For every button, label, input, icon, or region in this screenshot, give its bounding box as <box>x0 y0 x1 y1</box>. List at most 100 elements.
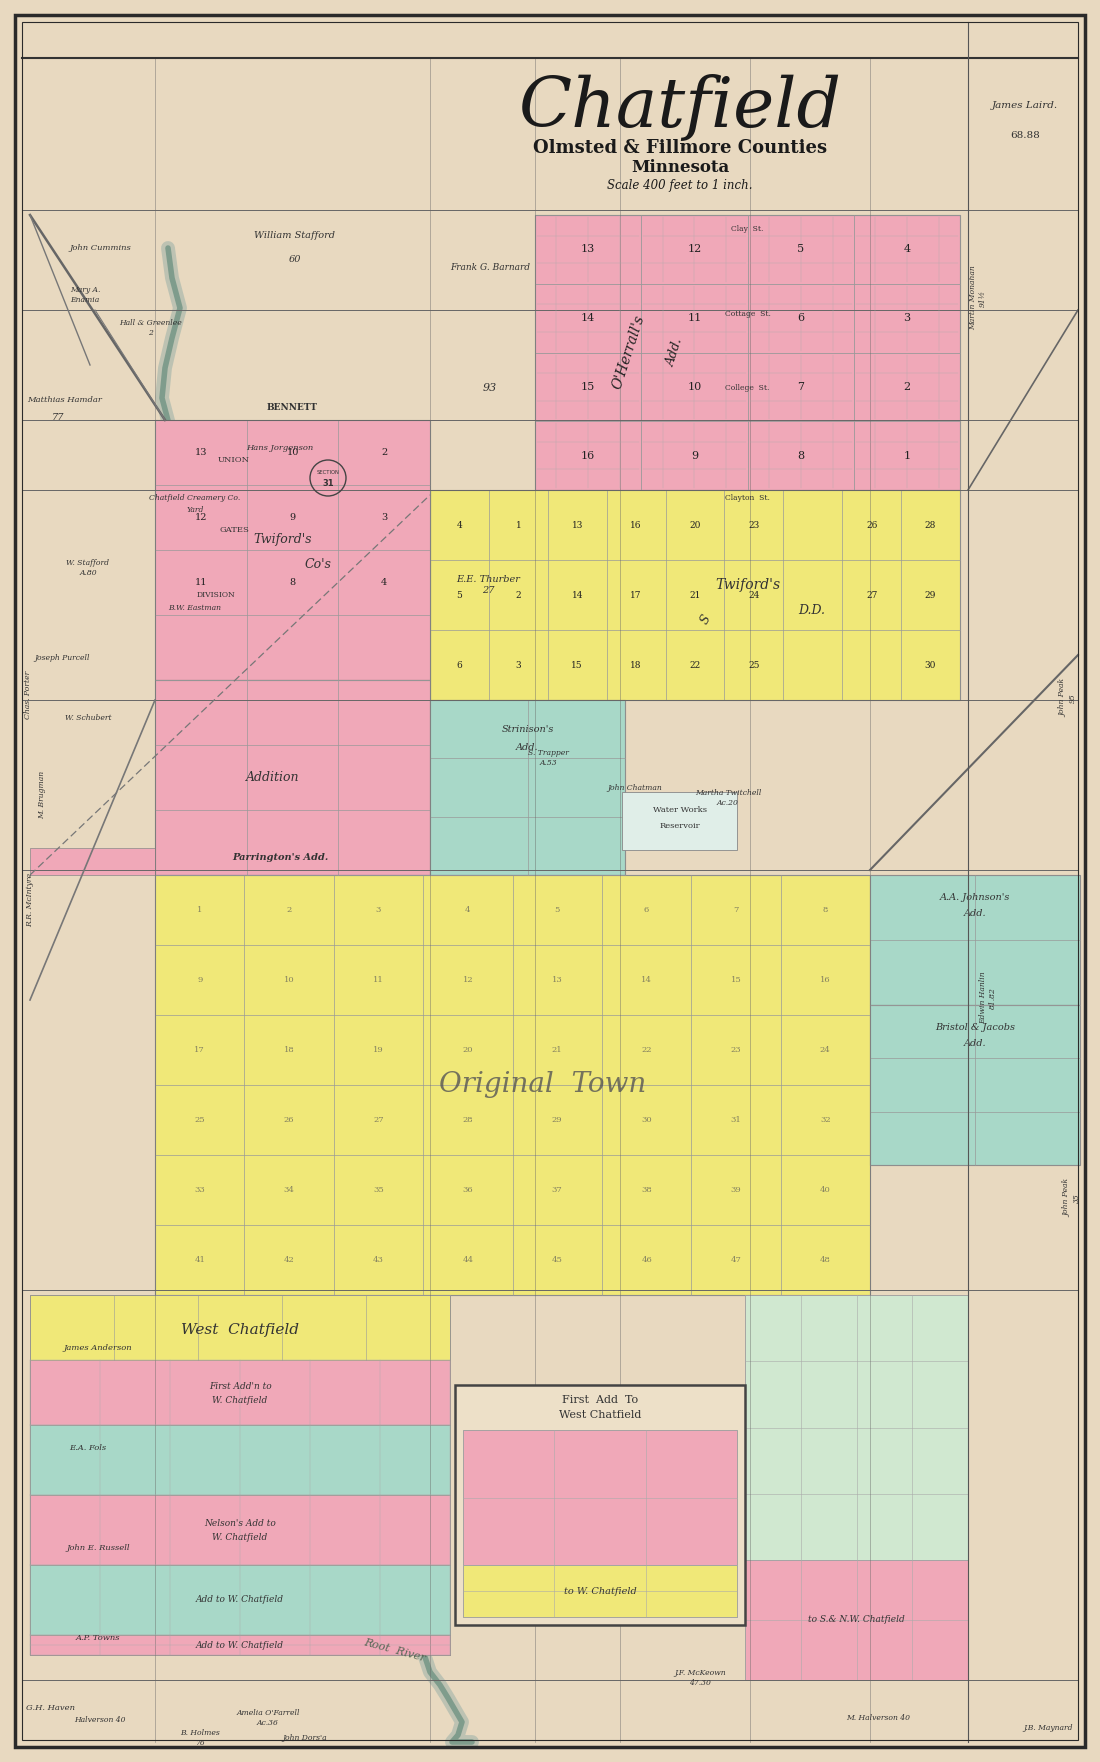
Text: 25: 25 <box>195 1115 205 1124</box>
Text: 93: 93 <box>483 382 497 393</box>
Text: 20: 20 <box>690 520 701 530</box>
Text: First Add'n to: First Add'n to <box>209 1381 272 1390</box>
Text: 18: 18 <box>630 661 642 670</box>
Text: 3: 3 <box>516 661 521 670</box>
Text: Mary A.
Enamia: Mary A. Enamia <box>69 287 100 303</box>
Text: 3: 3 <box>376 906 381 914</box>
Text: 77: 77 <box>52 414 64 423</box>
Text: Reservoir: Reservoir <box>660 823 701 830</box>
Text: William Stafford: William Stafford <box>254 231 336 240</box>
Text: M. Brugman: M. Brugman <box>39 772 46 819</box>
Text: W. Chatfield: W. Chatfield <box>212 1533 267 1542</box>
Text: James Anderson: James Anderson <box>64 1344 132 1351</box>
Text: 7: 7 <box>734 906 738 914</box>
Text: 13: 13 <box>552 976 562 983</box>
Text: 16: 16 <box>630 520 642 530</box>
Bar <box>463 1431 737 1565</box>
Bar <box>155 876 870 1295</box>
Bar <box>463 1565 737 1618</box>
Text: 29: 29 <box>925 590 936 599</box>
Text: Olmsted & Fillmore Counties: Olmsted & Fillmore Counties <box>532 139 827 157</box>
Text: to S.& N.W. Chatfield: to S.& N.W. Chatfield <box>808 1616 905 1625</box>
Text: E.E. Thurber
27: E.E. Thurber 27 <box>456 576 520 596</box>
Text: 39: 39 <box>730 1186 741 1195</box>
Text: 15: 15 <box>730 976 741 983</box>
Text: Halverson 40: Halverson 40 <box>75 1716 125 1723</box>
Text: 20: 20 <box>463 1047 473 1054</box>
Text: Parrington's Add.: Parrington's Add. <box>232 853 328 863</box>
Text: 2: 2 <box>903 382 911 391</box>
Text: Chatfield Creamery Co.: Chatfield Creamery Co. <box>150 493 241 502</box>
Text: Add.: Add. <box>964 1038 987 1047</box>
Bar <box>30 1295 450 1655</box>
Text: First  Add  To: First Add To <box>562 1396 638 1404</box>
Text: 28: 28 <box>925 520 936 530</box>
Text: W. Stafford
A.80: W. Stafford A.80 <box>66 559 110 576</box>
Text: John E. Russell: John E. Russell <box>66 1544 130 1552</box>
Text: Water Works: Water Works <box>653 805 707 814</box>
Text: 14: 14 <box>581 314 595 322</box>
Text: 36: 36 <box>462 1186 473 1195</box>
Text: Add to W. Chatfield: Add to W. Chatfield <box>196 1640 284 1649</box>
Text: 32: 32 <box>820 1115 830 1124</box>
Text: 16: 16 <box>581 451 595 460</box>
Text: Original  Town: Original Town <box>439 1071 646 1098</box>
Text: O'Herrall's: O'Herrall's <box>609 314 647 391</box>
Text: 18: 18 <box>284 1047 295 1054</box>
Text: 24: 24 <box>748 590 760 599</box>
Text: 6: 6 <box>456 661 462 670</box>
Text: Clay  St.: Clay St. <box>732 226 763 233</box>
Text: Clayton  St.: Clayton St. <box>725 493 770 502</box>
Text: 12: 12 <box>688 245 702 254</box>
Text: Scale 400 feet to 1 inch.: Scale 400 feet to 1 inch. <box>607 178 752 192</box>
Text: John Chatman: John Chatman <box>607 784 662 791</box>
Text: 12: 12 <box>195 513 207 522</box>
Text: 30: 30 <box>925 661 936 670</box>
Text: 9: 9 <box>289 513 296 522</box>
Bar <box>30 1425 450 1494</box>
Text: 10: 10 <box>286 448 299 456</box>
Text: West Chatfield: West Chatfield <box>559 1410 641 1420</box>
Text: 25: 25 <box>748 661 760 670</box>
Text: 26: 26 <box>866 520 878 530</box>
Text: Co's: Co's <box>304 559 331 571</box>
Text: Add to W. Chatfield: Add to W. Chatfield <box>196 1596 284 1605</box>
Bar <box>30 848 155 876</box>
Text: B.W. Eastman: B.W. Eastman <box>168 604 221 611</box>
Text: 17: 17 <box>195 1047 205 1054</box>
Text: 47: 47 <box>730 1256 741 1263</box>
Text: 21: 21 <box>552 1047 562 1054</box>
Text: Chas. Porter: Chas. Porter <box>24 671 32 719</box>
Text: 27: 27 <box>866 590 878 599</box>
Text: 10: 10 <box>284 976 295 983</box>
Text: 6: 6 <box>798 314 804 322</box>
Text: Cottage  St.: Cottage St. <box>725 310 770 317</box>
Text: 31: 31 <box>730 1115 741 1124</box>
Text: John Peak
95: John Peak 95 <box>1059 678 1077 717</box>
Text: 1: 1 <box>197 906 202 914</box>
Text: Yard: Yard <box>186 506 204 515</box>
Bar <box>455 1385 745 1625</box>
Bar <box>30 1360 450 1425</box>
Text: Matthias Hamdar: Matthias Hamdar <box>28 396 102 403</box>
Bar <box>155 680 430 876</box>
Text: 45: 45 <box>552 1256 562 1263</box>
Text: Twiford's: Twiford's <box>253 534 311 546</box>
Text: Amelia O'Farrell
Ac.36: Amelia O'Farrell Ac.36 <box>236 1709 299 1727</box>
Text: 33: 33 <box>195 1186 205 1195</box>
Text: Add.: Add. <box>516 744 539 752</box>
Text: 46: 46 <box>641 1256 652 1263</box>
Text: M. Halverson 40: M. Halverson 40 <box>846 1714 910 1721</box>
Text: 42: 42 <box>284 1256 295 1263</box>
Text: S: S <box>697 613 714 627</box>
Text: J.F. McKeown
47.30: J.F. McKeown 47.30 <box>674 1669 726 1686</box>
Text: J.B. Maynard: J.B. Maynard <box>1023 1723 1072 1732</box>
Text: 17: 17 <box>630 590 642 599</box>
Text: 3: 3 <box>903 314 911 322</box>
Text: 60: 60 <box>288 255 301 264</box>
Text: 8: 8 <box>289 578 296 587</box>
Text: 35: 35 <box>373 1186 384 1195</box>
Text: Minnesota: Minnesota <box>631 159 729 176</box>
Text: 23: 23 <box>730 1047 741 1054</box>
Bar <box>745 1559 968 1679</box>
